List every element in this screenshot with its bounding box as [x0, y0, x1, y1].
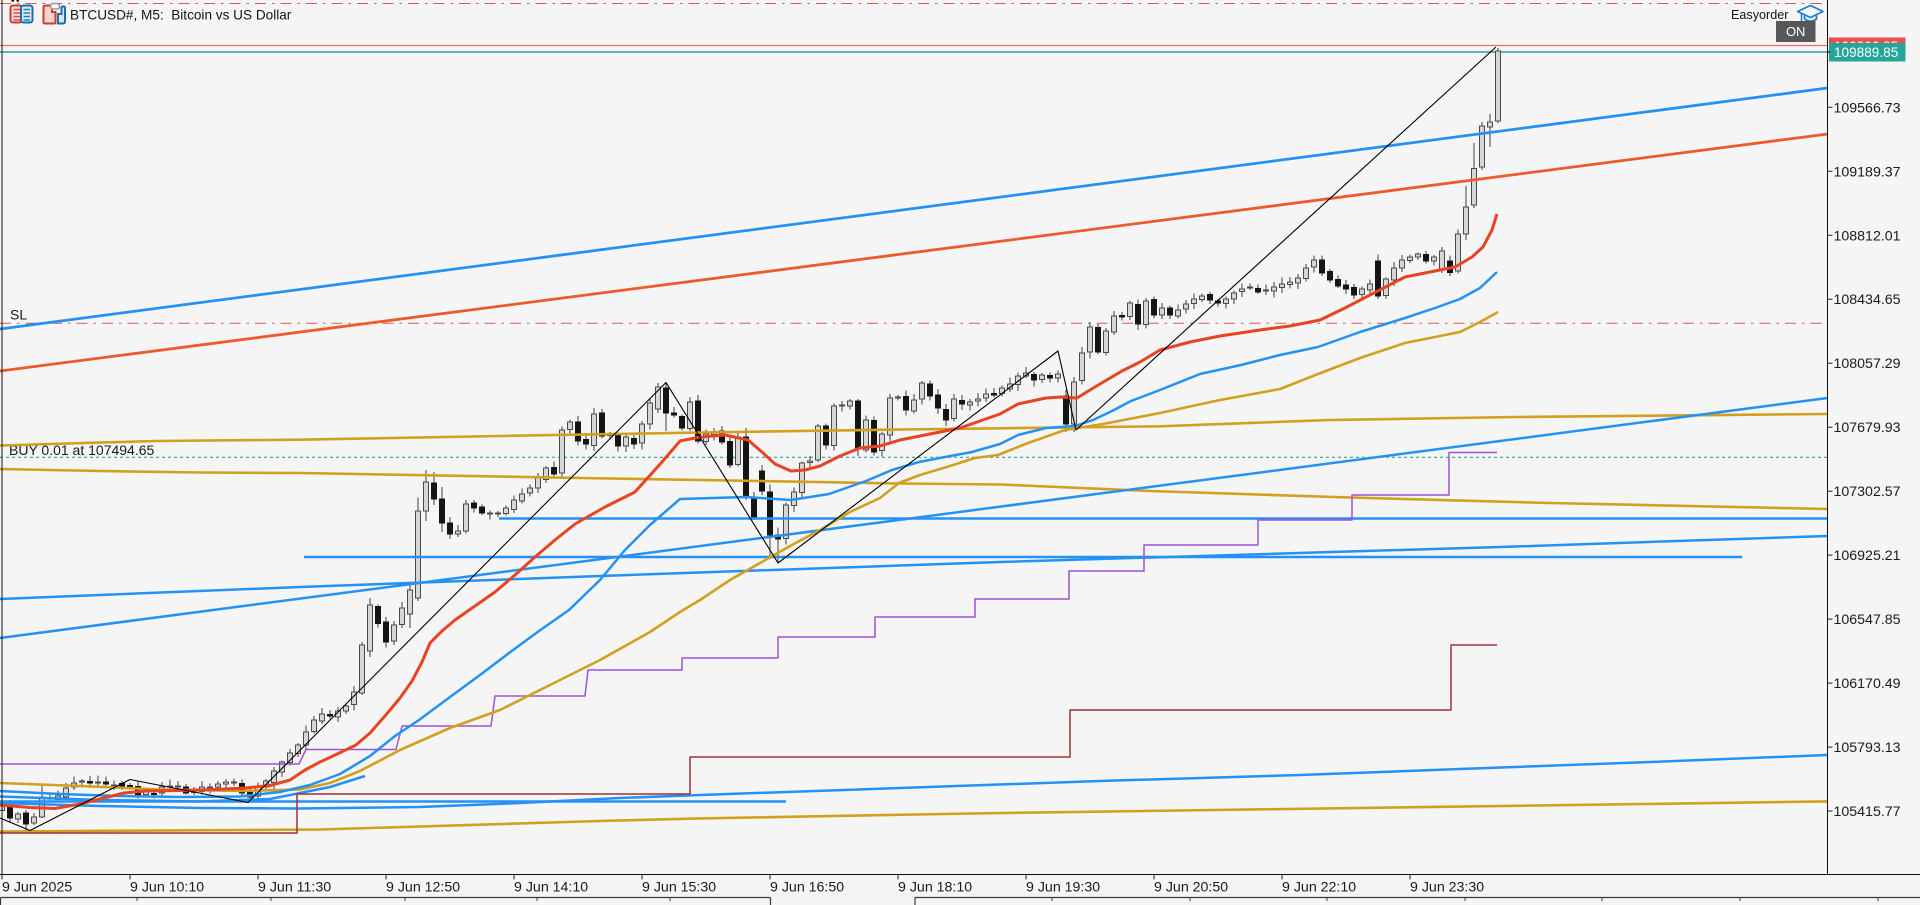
svg-text:109566.73: 109566.73: [1834, 100, 1901, 116]
svg-text:106925.21: 106925.21: [1834, 548, 1901, 564]
svg-text:BTCUSD#, M5: Bitcoin vs US Do: BTCUSD#, M5: Bitcoin vs US Dollar: [70, 8, 292, 23]
svg-text:106547.85: 106547.85: [1834, 612, 1901, 628]
svg-text:108434.65: 108434.65: [1834, 292, 1901, 308]
svg-text:Easyorder: Easyorder: [1731, 8, 1788, 22]
svg-text:105793.13: 105793.13: [1834, 740, 1901, 756]
svg-text:105415.77: 105415.77: [1834, 804, 1901, 820]
svg-text:107679.93: 107679.93: [1834, 420, 1901, 436]
svg-text:9 Jun 19:30: 9 Jun 19:30: [1026, 880, 1100, 896]
svg-text:SL: SL: [10, 307, 27, 323]
svg-text:9 Jun 14:10: 9 Jun 14:10: [514, 880, 588, 896]
svg-text:108812.01: 108812.01: [1834, 228, 1901, 244]
svg-text:109889.85: 109889.85: [1834, 45, 1898, 60]
svg-text:9 Jun 15:30: 9 Jun 15:30: [642, 880, 716, 896]
svg-text:9 Jun 12:50: 9 Jun 12:50: [386, 880, 460, 896]
svg-text:109189.37: 109189.37: [1834, 164, 1901, 180]
svg-text:9 Jun 11:30: 9 Jun 11:30: [258, 880, 331, 896]
svg-text:BUY 0.01 at 107494.65: BUY 0.01 at 107494.65: [9, 442, 155, 458]
svg-text:9 Jun 16:50: 9 Jun 16:50: [770, 880, 844, 896]
svg-text:9 Jun 20:50: 9 Jun 20:50: [1154, 880, 1228, 896]
svg-text:ON: ON: [1786, 24, 1806, 39]
svg-text:9 Jun 23:30: 9 Jun 23:30: [1410, 880, 1484, 896]
svg-text:9 Jun 10:10: 9 Jun 10:10: [130, 880, 204, 896]
svg-text:108057.29: 108057.29: [1834, 356, 1901, 372]
svg-text:106170.49: 106170.49: [1834, 676, 1901, 692]
svg-text:9 Jun 18:10: 9 Jun 18:10: [898, 880, 972, 896]
svg-text:9 Jun 2025: 9 Jun 2025: [2, 880, 72, 896]
svg-text:9 Jun 22:10: 9 Jun 22:10: [1282, 880, 1356, 896]
svg-text:107302.57: 107302.57: [1834, 484, 1901, 500]
